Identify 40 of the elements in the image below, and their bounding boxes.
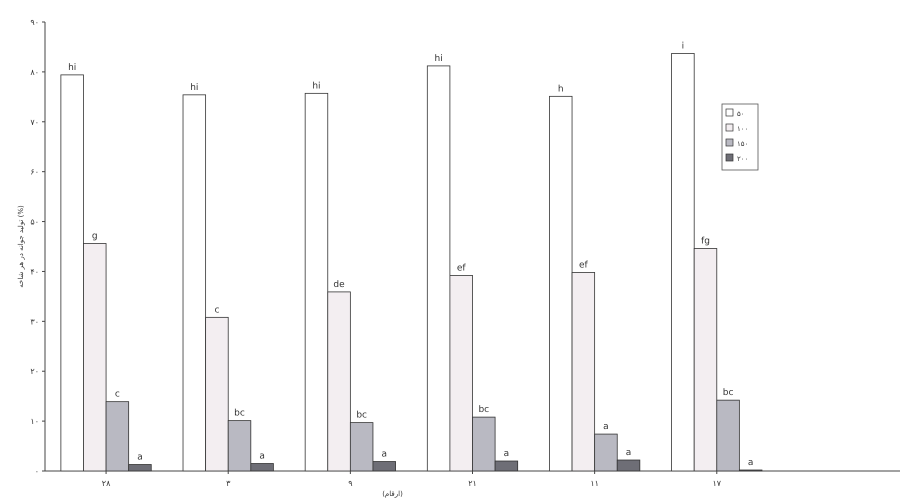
data-label: a [504,449,510,460]
data-label: hi [434,54,443,64]
data-label: bc [722,388,734,398]
y-tick-label: ۳۰ [30,317,39,326]
data-label: hi [68,62,76,73]
data-label: a [626,448,632,458]
y-tick-label: ۲۰ [30,367,39,376]
y-tick-label: ۵۰ [30,218,39,227]
data-label: c [114,390,120,400]
x-tick-label: ۲۱ [468,479,477,488]
data-label: ef [578,260,589,270]
data-label: bc [234,408,245,419]
x-tick-label: ۱۷ [712,479,722,488]
data-label: a [137,452,143,463]
y-tick-label: ۰ [34,467,39,476]
data-label: fg [701,236,710,246]
x-tick-label: ۳ [226,479,232,488]
y-tick-label: ۷۰ [30,118,39,127]
data-label: ef [456,263,466,274]
y-tick-label: ۹۰ [30,18,39,27]
data-label: bc [478,405,490,416]
data-label: h [558,84,564,94]
y-tick-label: ۴۰ [30,267,39,276]
data-label: g [92,232,98,242]
x-tick-label: ۱۱ [590,479,599,488]
data-label: bc [356,410,368,421]
data-label: a [603,422,609,432]
data-label: de [333,280,346,290]
x-tick-label: ۲۸ [102,479,112,488]
y-tick-label: ۸۰ [30,68,39,77]
data-label: c [214,305,220,316]
data-label: hi [190,82,198,93]
y-tick-label: ۱۰ [30,417,39,426]
data-label: i [682,41,684,52]
data-label: a [259,452,265,462]
data-label: a [381,450,388,460]
data-label: hi [312,81,321,92]
data-label: a [748,458,754,468]
y-tick-label: ۶۰ [30,168,39,177]
x-tick-label: ۹ [348,479,353,488]
